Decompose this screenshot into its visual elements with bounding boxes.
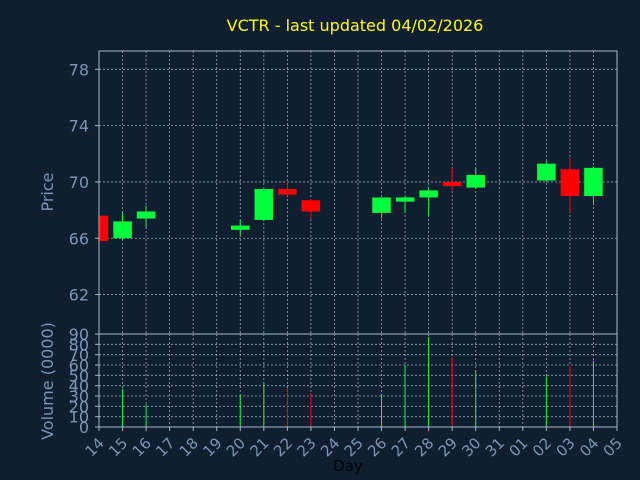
x-tick-label: 31 [482,434,508,460]
axis-ticks: 1415161718192021222324252627282930310102… [69,60,626,460]
volume-tick-label: 40 [69,377,89,396]
volume-tick-label: 30 [69,387,89,406]
price-tick-label: 62 [69,286,89,305]
chart-title: VCTR - last updated 04/02/2026 [227,16,484,35]
price-tick-label: 78 [69,60,89,79]
x-tick-label: 17 [152,434,178,460]
candle-body [372,197,391,213]
candle-body [99,215,109,242]
x-tick-label: 15 [105,434,131,460]
x-tick-label: 21 [246,434,272,460]
x-tick-label: 16 [129,434,155,460]
volume-axis-label: Volume (0000) [38,322,57,440]
x-tick-label: 19 [199,434,225,460]
x-tick-label: 27 [388,434,414,460]
price-tick-label: 66 [69,229,89,248]
price-tick-label: 70 [69,173,89,192]
x-tick-label: 04 [576,434,602,460]
x-axis-label: Day [333,457,363,475]
candle-body [419,190,438,198]
x-tick-label: 26 [364,434,390,460]
volume-tick-label: 60 [69,356,89,375]
volume-tick-label: 10 [69,408,89,427]
candle-body [442,181,462,187]
volume-tick-label: 20 [69,397,89,416]
x-tick-label: 18 [176,434,202,460]
volume-tick-label: 80 [69,335,89,354]
x-tick-label: 22 [270,434,296,460]
price-axis-label: Price [38,172,57,211]
x-tick-label: 01 [505,434,531,460]
candle-body [584,167,603,197]
x-tick-label: 03 [553,434,579,460]
candle-body [231,225,250,230]
x-tick-label: 28 [411,434,437,460]
grid-lines [99,51,617,427]
candle-body [113,221,132,239]
price-tick-label: 74 [69,117,89,136]
candle-body [560,169,580,197]
chart-marks [98,158,603,427]
volume-tick-label: 70 [69,346,89,365]
volume-tick-label: 50 [69,366,89,385]
volume-tick-label: 90 [69,325,89,344]
candle-body [537,163,556,181]
candle-body [395,197,415,202]
candle-body [301,200,321,212]
x-tick-label: 14 [82,434,108,460]
candle-body [254,188,274,220]
candle-body [136,211,156,219]
candle-body [466,174,485,188]
volume-tick-label: 0 [79,418,89,437]
x-tick-label: 23 [294,434,320,460]
candle-body [278,188,297,195]
x-tick-label: 05 [600,434,626,460]
x-tick-label: 30 [458,434,484,460]
x-tick-label: 20 [223,434,249,460]
x-tick-label: 29 [435,434,461,460]
x-tick-label: 02 [529,434,555,460]
